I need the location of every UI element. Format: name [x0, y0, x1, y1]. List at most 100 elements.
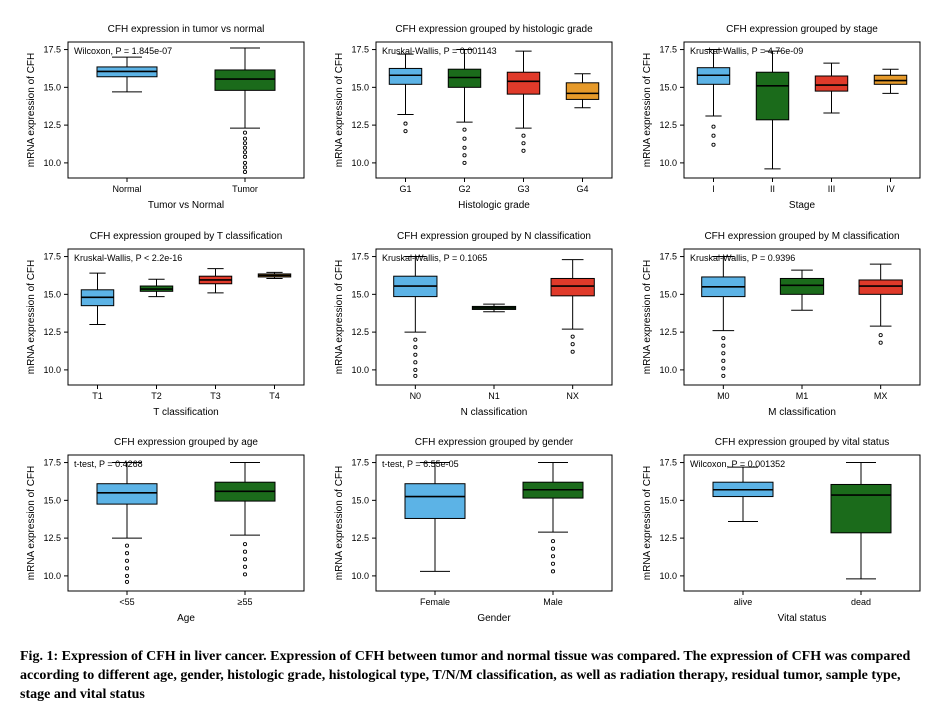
stat-annotation: Kruskal-Wallis, P = 0.001143: [382, 46, 497, 56]
x-tick-label: M1: [796, 391, 809, 401]
panel-title: CFH expression grouped by age: [114, 437, 258, 448]
svg-text:10.0: 10.0: [43, 158, 61, 168]
x-tick-label: alive: [734, 597, 753, 607]
boxplot-box: [551, 278, 594, 295]
x-tick-label: G4: [576, 184, 588, 194]
panel-title: CFH expression grouped by M classificati…: [704, 231, 899, 242]
y-axis-label: mRNA expression of CFH: [26, 259, 37, 373]
x-tick-label: I: [712, 184, 715, 194]
stat-annotation: Kruskal-Wallis, P < 2.2e-16: [74, 253, 182, 263]
boxplot-box: [405, 484, 465, 519]
chart-panel: 10.0 12.5 15.0 17.5 mRNA expression of CFH CF…: [328, 433, 618, 630]
x-tick-label: G1: [399, 184, 411, 194]
svg-text:15.0: 15.0: [43, 496, 61, 506]
x-tick-label: T3: [210, 391, 221, 401]
svg-text:15.0: 15.0: [43, 289, 61, 299]
x-tick-label: Tumor: [232, 184, 258, 194]
x-axis-label: Tumor vs Normal: [148, 200, 224, 211]
panel-grid: 10.0 12.5 15.0 17.5 mRNA expression of CFH CF…: [20, 20, 926, 630]
x-tick-label: T4: [269, 391, 280, 401]
x-axis-label: N classification: [461, 407, 528, 418]
stat-annotation: Kruskal-Wallis, P = 0.1065: [382, 253, 487, 263]
chart-panel: 10.012.515.017.5mRNA expression of CFHCF…: [20, 227, 310, 424]
svg-text:12.5: 12.5: [659, 327, 677, 337]
svg-text:12.5: 12.5: [659, 533, 677, 543]
x-tick-label: T2: [151, 391, 162, 401]
x-tick-label: Normal: [112, 184, 141, 194]
x-axis-label: M classification: [768, 407, 836, 418]
svg-text:12.5: 12.5: [43, 120, 61, 130]
panel-title: CFH expression grouped by stage: [726, 24, 878, 35]
chart-panel: 10.012.515.017.5mRNA expression of CFHCF…: [636, 20, 926, 217]
svg-text:15.0: 15.0: [659, 496, 677, 506]
x-tick-label: NX: [566, 391, 579, 401]
boxplot-box: [815, 76, 847, 91]
x-tick-label: ≥55: [238, 597, 253, 607]
svg-text:17.5: 17.5: [351, 45, 369, 55]
stat-annotation: t-test, P = 6.55e-05: [382, 459, 459, 469]
svg-text:12.5: 12.5: [351, 533, 369, 543]
svg-text:17.5: 17.5: [351, 458, 369, 468]
y-axis-label: mRNA expression of CFH: [26, 466, 37, 580]
x-tick-label: G3: [517, 184, 529, 194]
y-axis-label: mRNA expression of CFH: [334, 53, 345, 167]
svg-text:10.0: 10.0: [351, 571, 369, 581]
y-axis-label: mRNA expression of CFH: [642, 53, 653, 167]
y-axis-label: mRNA expression of CFH: [334, 466, 345, 580]
svg-text:15.0: 15.0: [659, 82, 677, 92]
svg-text:15.0: 15.0: [659, 289, 677, 299]
svg-text:17.5: 17.5: [43, 45, 61, 55]
chart-panel: 10.012.515.017.5mRNA expression of CFHCF…: [20, 433, 310, 630]
x-axis-label: Age: [177, 613, 195, 624]
x-tick-label: MX: [874, 391, 888, 401]
panel-title: CFH expression grouped by vital status: [715, 437, 890, 448]
boxplot-box: [389, 68, 421, 84]
y-axis-label: mRNA expression of CFH: [642, 466, 653, 580]
svg-text:12.5: 12.5: [43, 533, 61, 543]
svg-text:15.0: 15.0: [351, 289, 369, 299]
svg-text:17.5: 17.5: [43, 458, 61, 468]
svg-text:17.5: 17.5: [659, 45, 677, 55]
stat-annotation: Kruskal-Wallis, P = 4.76e-09: [690, 46, 803, 56]
x-tick-label: II: [770, 184, 775, 194]
y-axis-label: mRNA expression of CFH: [26, 53, 37, 167]
chart-panel: 10.0 12.5 15.0 17.5 mRNA expression of CFH CF…: [20, 20, 310, 217]
svg-text:15.0: 15.0: [43, 82, 61, 92]
panel-title: CFH expression grouped by T classificati…: [90, 231, 283, 242]
y-axis-label: mRNA expression of CFH: [334, 259, 345, 373]
y-axis-label: mRNA expression of CFH: [642, 259, 653, 373]
boxplot-box: [859, 280, 902, 294]
svg-text:12.5: 12.5: [659, 120, 677, 130]
svg-text:15.0: 15.0: [351, 82, 369, 92]
x-axis-label: Histologic grade: [458, 200, 530, 211]
panel-title: CFH expression grouped by histologic gra…: [395, 24, 593, 35]
chart-panel: 10.012.515.017.5mRNA expression of CFHCF…: [328, 20, 618, 217]
stat-annotation: Wilcoxon, P = 1.845e-07: [74, 46, 172, 56]
boxplot-box: [756, 72, 788, 120]
x-tick-label: N1: [488, 391, 500, 401]
chart-panel: 10.0 12.5 15.0 17.5 mRNA expression of CFH CF…: [636, 433, 926, 630]
svg-text:17.5: 17.5: [659, 458, 677, 468]
x-tick-label: III: [828, 184, 836, 194]
svg-text:10.0: 10.0: [351, 158, 369, 168]
x-axis-label: Stage: [789, 200, 816, 211]
x-tick-label: IV: [886, 184, 895, 194]
x-tick-label: G2: [458, 184, 470, 194]
x-tick-label: Male: [543, 597, 563, 607]
x-axis-label: Gender: [477, 613, 511, 624]
svg-text:10.0: 10.0: [351, 365, 369, 375]
svg-text:15.0: 15.0: [351, 496, 369, 506]
chart-panel: 10.012.515.017.5mRNA expression of CFHCF…: [328, 227, 618, 424]
svg-text:17.5: 17.5: [351, 251, 369, 261]
panel-title: CFH expression grouped by N classificati…: [397, 231, 591, 242]
chart-panel: 10.012.515.017.5mRNA expression of CFHCF…: [636, 227, 926, 424]
x-tick-label: N0: [410, 391, 422, 401]
svg-text:10.0: 10.0: [659, 571, 677, 581]
x-tick-label: T1: [92, 391, 103, 401]
boxplot-box: [215, 70, 275, 90]
boxplot-box: [566, 83, 598, 100]
panel-title: CFH expression in tumor vs normal: [108, 24, 265, 35]
panel-title: CFH expression grouped by gender: [415, 437, 574, 448]
boxplot-box: [831, 485, 891, 533]
svg-text:17.5: 17.5: [43, 251, 61, 261]
